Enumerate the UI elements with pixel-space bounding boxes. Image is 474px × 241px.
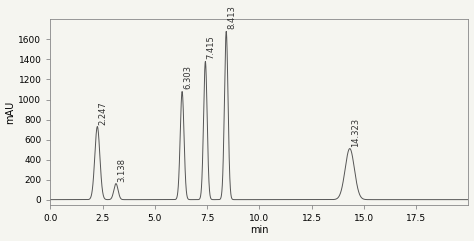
- Text: 2.247: 2.247: [99, 101, 108, 125]
- Text: 14.323: 14.323: [351, 117, 360, 147]
- Text: 7.415: 7.415: [206, 36, 215, 60]
- X-axis label: min: min: [250, 225, 269, 235]
- Text: 8.413: 8.413: [227, 6, 236, 29]
- Text: 3.138: 3.138: [117, 158, 126, 182]
- Y-axis label: mAU: mAU: [6, 100, 16, 124]
- Text: 6.303: 6.303: [183, 66, 192, 89]
